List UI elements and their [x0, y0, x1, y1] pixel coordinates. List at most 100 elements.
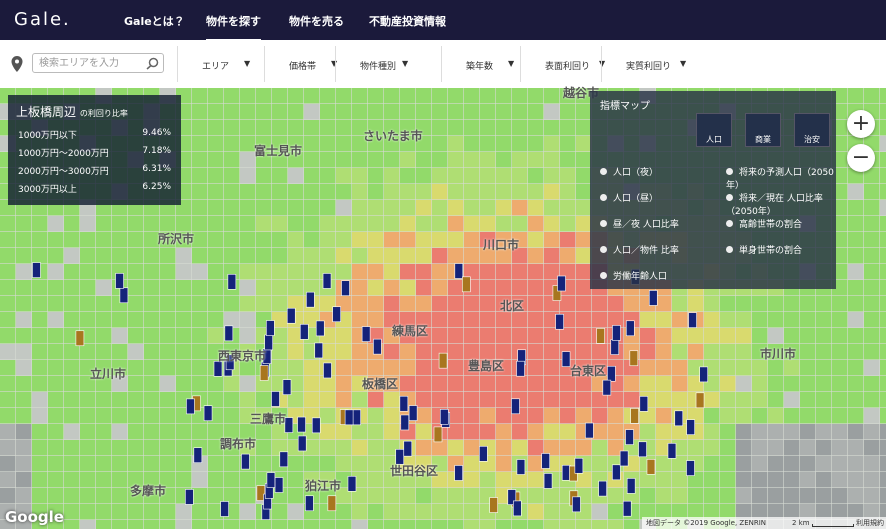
nav-item[interactable]: 物件を探す [206, 13, 261, 41]
heat-cell [432, 120, 448, 136]
dropdown-arrow: ▼ [599, 59, 606, 68]
heat-cell [144, 376, 160, 392]
heat-cell [672, 456, 688, 472]
heat-cell [544, 424, 560, 440]
index-option[interactable]: 昼／夜 人口比率 [600, 217, 710, 230]
heat-cell [224, 520, 240, 529]
heat-cell [304, 312, 320, 328]
zoom-in[interactable]: + [847, 110, 875, 138]
index-option[interactable]: 人口／物件 比率 [600, 243, 710, 256]
filter-dropdown[interactable]: 実質利回り [626, 62, 672, 72]
heat-cell [384, 88, 400, 104]
heat-cell [528, 216, 544, 232]
property-marker [552, 285, 562, 301]
heat-cell [640, 472, 656, 488]
heat-cell [464, 408, 480, 424]
filter-dropdown[interactable]: 物件種別 [360, 62, 397, 72]
heat-cell [528, 296, 544, 312]
heat-cell [560, 376, 576, 392]
heat-cell [192, 424, 208, 440]
heat-cell [848, 392, 864, 408]
filter-dropdown[interactable]: 価格帯 [289, 62, 317, 72]
heat-cell [272, 360, 288, 376]
nav-item[interactable]: 不動産投資情報 [369, 15, 446, 28]
heat-cell [288, 296, 304, 312]
heat-cell [480, 408, 496, 424]
nav-item[interactable]: 物件を売る [289, 15, 344, 28]
heat-cell [48, 440, 64, 456]
category-button[interactable]: 治安 [794, 113, 830, 147]
heat-cell [864, 264, 880, 280]
heat-cell [176, 248, 192, 264]
heat-cell [272, 136, 288, 152]
nav-item[interactable]: Galeとは？ [124, 15, 185, 28]
heat-cell [432, 440, 448, 456]
search-input[interactable]: 検索エリアを入力 [32, 53, 164, 73]
heat-cell [736, 456, 752, 472]
heat-cell [288, 136, 304, 152]
heat-cell [336, 216, 352, 232]
heat-cell [416, 392, 432, 408]
property-marker [612, 325, 621, 341]
logo[interactable]: Gale. [14, 9, 71, 30]
heat-cell [384, 504, 400, 520]
search-icon[interactable] [146, 57, 159, 70]
heat-cell [464, 168, 480, 184]
heat-cell [128, 504, 144, 520]
heat-cell [672, 360, 688, 376]
index-option[interactable]: 労働年齢人口 [600, 269, 710, 282]
heat-cell [496, 200, 512, 216]
index-option[interactable]: 人口（昼） [600, 191, 710, 204]
heat-cell [464, 504, 480, 520]
heat-cell [320, 296, 336, 312]
heat-cell [544, 232, 560, 248]
property-marker [557, 275, 566, 292]
heat-cell [192, 184, 208, 200]
heat-cell [464, 88, 480, 104]
index-option[interactable]: 将来／現在 人口比率（2050年） [726, 191, 836, 217]
heat-cell [384, 232, 400, 248]
filter-dropdown[interactable]: エリア [202, 62, 230, 72]
filter-dropdown[interactable]: 築年数 [466, 62, 494, 72]
heat-cell [320, 248, 336, 264]
place-label: 西東京市 [218, 349, 267, 363]
heat-cell [528, 104, 544, 120]
heat-cell [832, 440, 848, 456]
index-option[interactable]: 人口（夜） [600, 165, 710, 178]
heat-cell [816, 312, 832, 328]
heat-cell [576, 88, 592, 104]
heat-cell [864, 424, 880, 440]
category-button[interactable]: 人口 [696, 113, 732, 147]
index-option[interactable]: 将来の予測人口（2050年） [726, 165, 836, 191]
heat-cell [880, 152, 886, 168]
heat-cell [656, 344, 672, 360]
heat-cell [496, 360, 512, 376]
index-option[interactable]: 単身世帯の割合 [726, 243, 836, 256]
place-label: 板橋区 [362, 377, 399, 391]
heat-cell [400, 280, 416, 296]
category-button[interactable]: 商業 [745, 113, 781, 147]
terms[interactable]: 利用規約 [856, 519, 884, 527]
heat-cell [688, 344, 704, 360]
heat-cell [80, 488, 96, 504]
heat-cell [880, 504, 886, 520]
property-marker [373, 338, 382, 355]
heat-cell [864, 456, 880, 472]
heat-cell [416, 200, 432, 216]
heat-cell [384, 120, 400, 136]
property-marker [561, 464, 571, 481]
heat-cell [544, 104, 560, 120]
heat-cell [240, 216, 256, 232]
heat-cell [544, 120, 560, 136]
heat-cell [848, 376, 864, 392]
heat-cell [672, 376, 688, 392]
heat-cell [512, 440, 528, 456]
zoom-out[interactable]: − [847, 144, 875, 172]
filter-dropdown[interactable]: 表面利回り [545, 62, 591, 72]
heat-cell [240, 136, 256, 152]
heat-cell [240, 392, 256, 408]
heat-cell [192, 280, 208, 296]
heat-cell [16, 376, 32, 392]
heat-cell [336, 152, 352, 168]
index-option[interactable]: 高齢世帯の割合 [726, 217, 836, 230]
